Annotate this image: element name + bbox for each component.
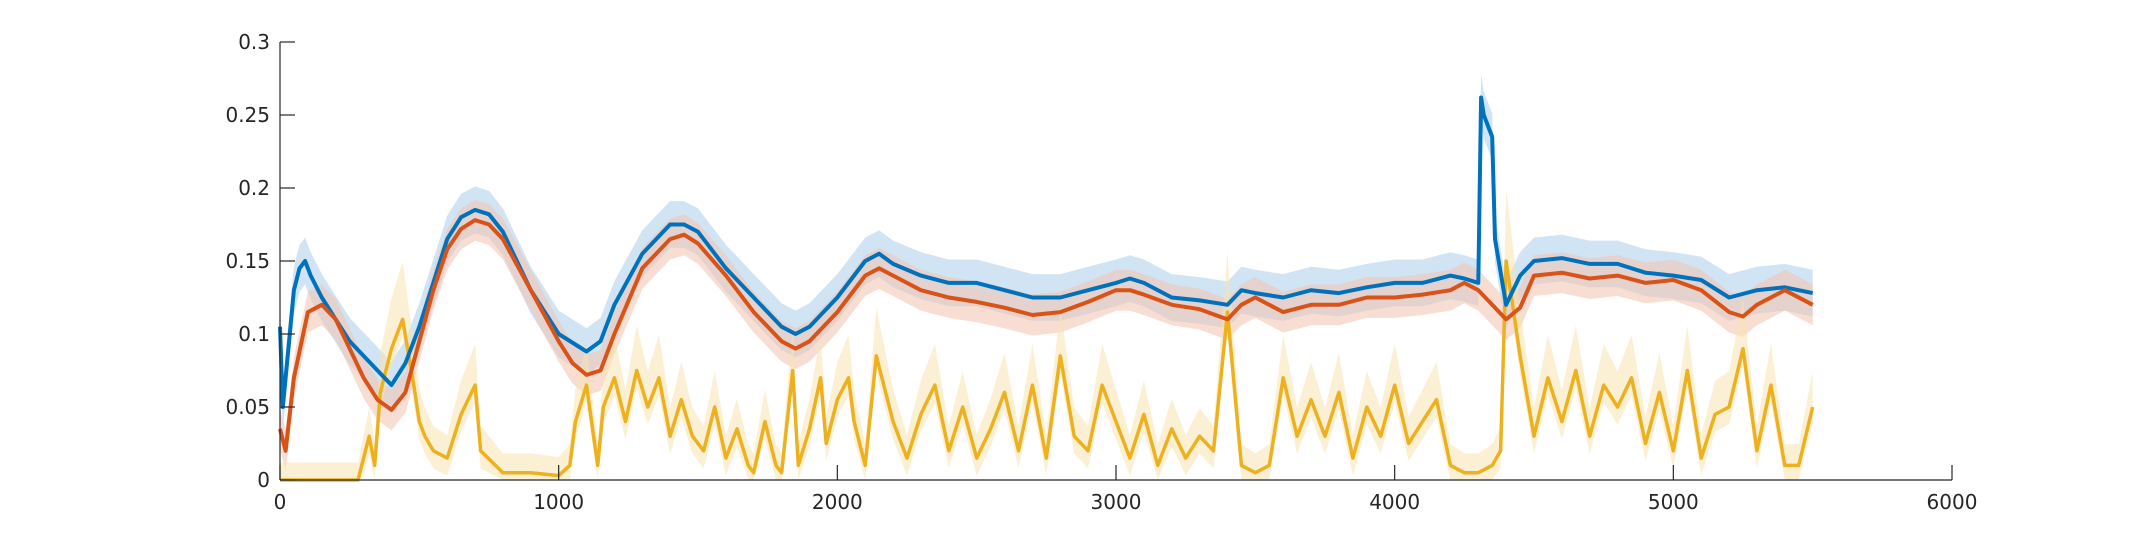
- x-tick-label: 1000: [533, 490, 584, 514]
- x-tick-label: 4000: [1369, 490, 1420, 514]
- y-tick-label: 0.1: [238, 322, 270, 346]
- y-ticks: 0 0.05 0.1 0.15 0.2 0.25 0.3: [225, 30, 295, 492]
- y-tick-label: 0: [257, 468, 270, 492]
- y-tick-label: 0.05: [225, 395, 270, 419]
- x-tick-label: 2000: [812, 490, 863, 514]
- x-tick-label: 3000: [1091, 490, 1142, 514]
- x-tick-label: 0: [274, 490, 287, 514]
- y-tick-label: 0.15: [225, 249, 270, 273]
- series-1-line: [278, 95, 1814, 409]
- y-tick-label: 0.3: [238, 30, 270, 54]
- series-2-line: [278, 218, 1814, 453]
- series-2-band: [280, 199, 1813, 472]
- x-tick-label: 5000: [1648, 490, 1699, 514]
- x-ticks: 0 1000 2000 3000 4000 5000 6000: [274, 465, 1978, 514]
- y-tick-label: 0.25: [225, 103, 270, 127]
- x-tick-label: 6000: [1927, 490, 1978, 514]
- y-tick-label: 0.2: [238, 176, 270, 200]
